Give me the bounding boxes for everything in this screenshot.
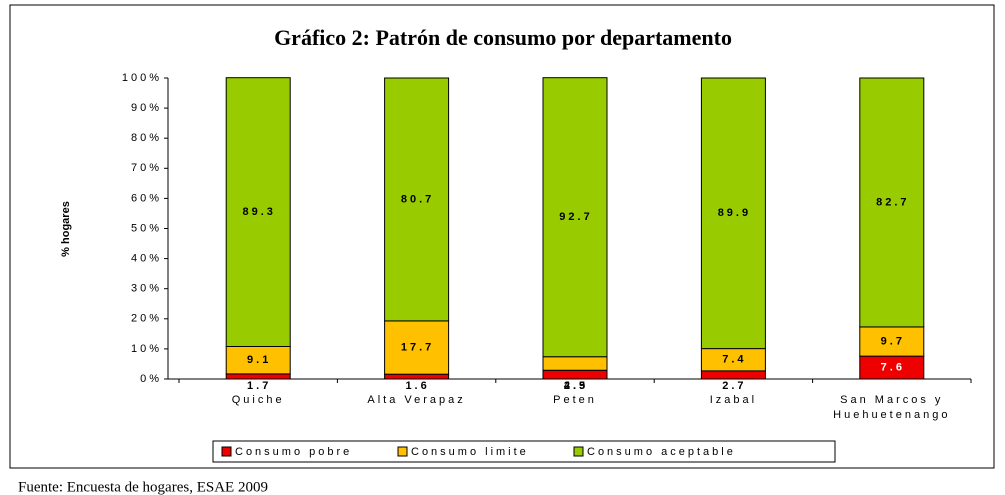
data-label: 7.6 — [881, 361, 905, 373]
bar-segment — [542, 356, 608, 371]
bar-segment — [700, 77, 766, 350]
data-label: 89.9 — [718, 207, 751, 219]
data-label: 17.7 — [401, 341, 434, 353]
legend-swatch — [573, 446, 584, 457]
y-tick-label: 90% — [131, 102, 162, 114]
y-tick-label: 10% — [131, 343, 162, 355]
x-tick-label: Quiche — [231, 394, 285, 406]
data-label: 9.7 — [881, 335, 905, 347]
legend-swatch — [221, 446, 232, 457]
x-tick-label: Alta Verapaz — [367, 394, 466, 406]
bar-segment — [384, 77, 450, 322]
y-tick-label: 30% — [131, 283, 162, 295]
y-tick-label: 50% — [131, 222, 162, 234]
legend-swatch — [397, 446, 408, 457]
x-tick-label: San Marcos y Huehuetenango — [833, 394, 951, 421]
chart-title: Gráfico 2: Patrón de consumo por departa… — [274, 25, 732, 50]
bar-segment — [384, 373, 450, 380]
bar-segment — [859, 77, 925, 328]
bar-segment — [225, 345, 291, 375]
y-tick-label: 20% — [131, 313, 162, 325]
legend-box — [212, 440, 836, 463]
data-label: 1.6 — [405, 380, 429, 392]
legend-label: Consumo aceptable — [587, 446, 736, 458]
bar-segment — [542, 77, 608, 358]
y-tick-label: 60% — [131, 192, 162, 204]
y-tick-label: 70% — [131, 162, 162, 174]
legend-label: Consumo limite — [411, 446, 529, 458]
bar-segment — [700, 370, 766, 380]
y-tick-label: 80% — [131, 132, 162, 144]
chart-frame — [9, 4, 995, 469]
data-label: 89.3 — [242, 206, 275, 218]
data-label: 7.4 — [722, 354, 746, 366]
data-label: 9.1 — [247, 354, 271, 366]
data-label: 80.7 — [401, 193, 434, 205]
y-tick-label: 0% — [140, 373, 162, 385]
y-axis-title: % hogares — [60, 201, 72, 257]
data-label: 92.7 — [559, 211, 592, 223]
bar-segment — [225, 77, 291, 347]
bar-segment — [384, 320, 450, 375]
data-label: 1.7 — [247, 380, 271, 392]
y-tick-label: 100% — [122, 72, 162, 84]
data-label: 4.5 — [564, 380, 588, 392]
x-tick-label: Peten — [553, 394, 597, 406]
y-tick-label: 40% — [131, 253, 162, 265]
data-label: 2.7 — [722, 380, 746, 392]
x-tick-label: Izabal — [709, 394, 758, 406]
source-note: Fuente: Encuesta de hogares, ESAE 2009 — [18, 479, 268, 495]
bar-segment — [542, 369, 608, 380]
data-label: 2.9 — [564, 380, 588, 392]
data-label: 82.7 — [876, 196, 909, 208]
legend-label: Consumo pobre — [235, 446, 352, 458]
bar-segment — [859, 326, 925, 357]
bar-segment — [225, 373, 291, 380]
